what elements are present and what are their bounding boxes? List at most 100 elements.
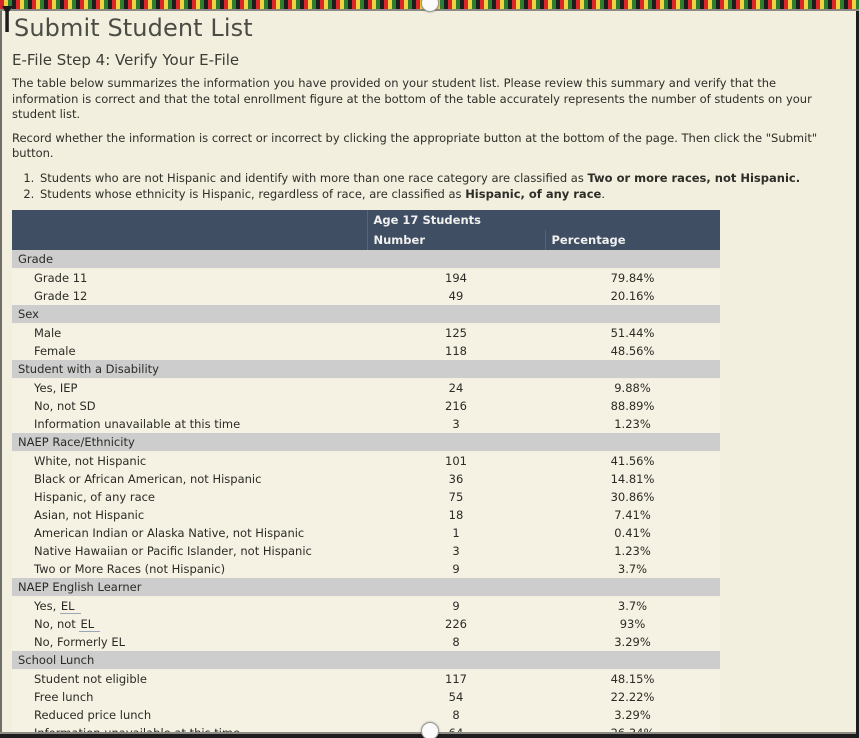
section-label: Sex [12,304,721,324]
group-header-blank [12,209,367,230]
row-label: No, not SD [12,396,367,415]
row-percentage: 1.23% [545,414,721,433]
row-label: Male [12,323,367,342]
section-label: NAEP English Learner [12,577,721,597]
row-percentage: 9.88% [545,378,721,397]
table-row: Two or More Races (not Hispanic) 9 3.7% [12,559,721,578]
row-number: 36 [367,469,545,488]
row-percentage: 7.41% [545,505,721,524]
row-number: 3 [367,541,545,560]
row-percentage: 1.23% [545,541,721,560]
row-percentage: 41.56% [545,451,721,470]
row-percentage: 30.86% [545,487,721,506]
note-2-emphasis: Hispanic, of any race [465,186,602,201]
row-label: American Indian or Alaska Native, not Hi… [12,523,367,542]
row-percentage: 48.56% [545,341,721,360]
table-section-row: School Lunch [12,650,721,670]
row-number: 49 [367,286,545,305]
row-number: 8 [367,632,545,651]
table-row: Hispanic, of any race 75 30.86% [12,487,721,506]
selection-handle-bottom[interactable] [421,722,439,738]
table-head: Age 17 Students Number Percentage [12,209,721,250]
table-section-row: Sex [12,304,721,324]
page-title: Submit Student List [14,14,253,42]
row-percentage: 93% [545,614,721,633]
note-2-text: Students whose ethnicity is Hispanic, re… [40,186,466,201]
row-label: Grade 12 [12,286,367,305]
row-number: 125 [367,323,545,342]
table-row: Free lunch 54 22.22% [12,687,721,706]
intro-paragraph-1: The table below summarizes the informati… [12,76,812,121]
row-number: 8 [367,705,545,724]
text-cursor-icon [2,6,13,32]
row-label: Native Hawaiian or Pacific Islander, not… [12,541,367,560]
row-label: Information unavailable at this time [12,414,367,433]
note-item-2: Students whose ethnicity is Hispanic, re… [38,186,856,202]
group-header-age: Age 17 Students [366,209,721,230]
row-number: 1 [367,523,545,542]
table-row: Information unavailable at this time 3 1.2… [12,414,721,433]
row-label: Hispanic, of any race [12,487,367,506]
row-percentage: 3.7% [545,559,721,578]
row-percentage: 51.44% [545,323,721,342]
row-percentage: 48.15% [545,669,721,688]
row-percentage: 79.84% [545,268,721,287]
row-percentage: 0.41% [545,523,721,542]
table-section-row: Student with a Disability [12,359,721,379]
table-row: No, not SD 216 88.89% [12,396,721,415]
table-section-row: NAEP Race/Ethnicity [12,432,721,452]
classification-notes: Students who are not Hispanic and identi… [10,170,856,202]
row-number: 216 [367,396,545,415]
row-number: 118 [367,341,545,360]
row-number: 18 [367,505,545,524]
row-number: 9 [367,596,545,615]
table-row: Female 118 48.56% [12,341,721,360]
row-number: 24 [367,378,545,397]
table-body: Grade Grade 11 194 79.84% Grade 12 49 20.16% Se… [12,249,721,738]
note-1-text: Students who are not Hispanic and identi… [40,170,588,185]
table-row: No, not EL 226 93% [12,614,721,633]
table-row: Yes, EL 9 3.7% [12,596,721,615]
table-row: Reduced price lunch 8 3.29% [12,705,721,724]
table-row: Student not eligible 117 48.15% [12,669,721,688]
row-number: 226 [367,614,545,633]
student-summary-table: Age 17 Students Number Percentage Grade G… [12,209,721,738]
table-group-header-row: Age 17 Students [12,209,721,230]
column-header-percentage: Percentage [544,229,721,250]
section-label: Grade [12,249,721,269]
row-number: 3 [367,414,545,433]
table-row: Male 125 51.44% [12,323,721,342]
row-label: Grade 11 [12,268,367,287]
row-percentage: 3.7% [545,596,721,615]
row-label: No, Formerly EL [12,632,367,651]
row-label: No, not EL [12,614,367,633]
row-label: Black or African American, not Hispanic [12,469,367,488]
table-row: American Indian or Alaska Native, not Hi… [12,523,721,542]
table-row: Black or African American, not Hispanic 3… [12,469,721,488]
row-number: 54 [367,687,545,706]
row-percentage: 20.16% [545,286,721,305]
table-section-row: NAEP English Learner [12,577,721,597]
row-label: Yes, EL [12,596,367,615]
table-row: No, Formerly EL 8 3.29% [12,632,721,651]
row-percentage: 22.22% [545,687,721,706]
row-number: 9 [367,559,545,578]
table-column-header-row: Number Percentage [12,229,721,250]
row-label: Student not eligible [12,669,367,688]
row-label: Yes, IEP [12,378,367,397]
column-header-blank [12,229,367,250]
window-frame-left [0,0,2,738]
row-label: Female [12,341,367,360]
row-number: 194 [367,268,545,287]
row-percentage: 88.89% [545,396,721,415]
table-row: White, not Hispanic 101 41.56% [12,451,721,470]
section-label: Student with a Disability [12,359,721,379]
table-row: Asian, not Hispanic 18 7.41% [12,505,721,524]
column-header-number: Number [366,229,545,250]
row-number: 101 [367,451,545,470]
step-heading: E-File Step 4: Verify Your E-File [12,51,240,69]
row-percentage: 14.81% [545,469,721,488]
row-number: 75 [367,487,545,506]
row-label: Free lunch [12,687,367,706]
